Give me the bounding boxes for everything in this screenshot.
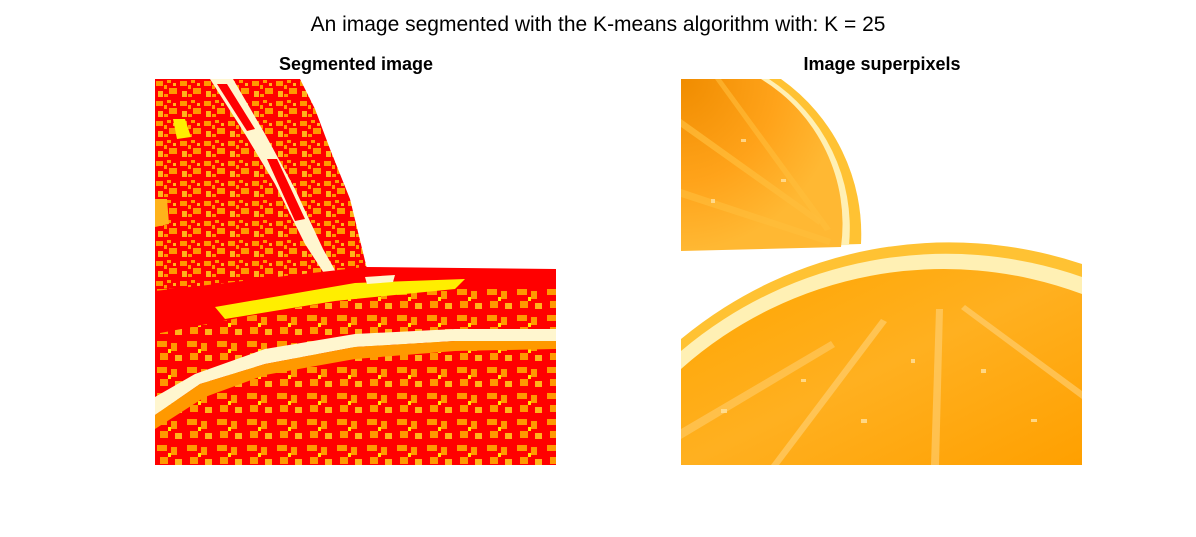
superpixels-image bbox=[681, 79, 1082, 465]
superpixels-image-canvas bbox=[681, 79, 1082, 465]
superpixels-image-title: Image superpixels bbox=[803, 54, 961, 74]
figure-title: An image segmented with the K-means algo… bbox=[310, 13, 886, 36]
segmented-image bbox=[155, 79, 556, 465]
segmented-image-title: Segmented image bbox=[278, 54, 434, 74]
segmented-image-canvas bbox=[155, 79, 556, 465]
